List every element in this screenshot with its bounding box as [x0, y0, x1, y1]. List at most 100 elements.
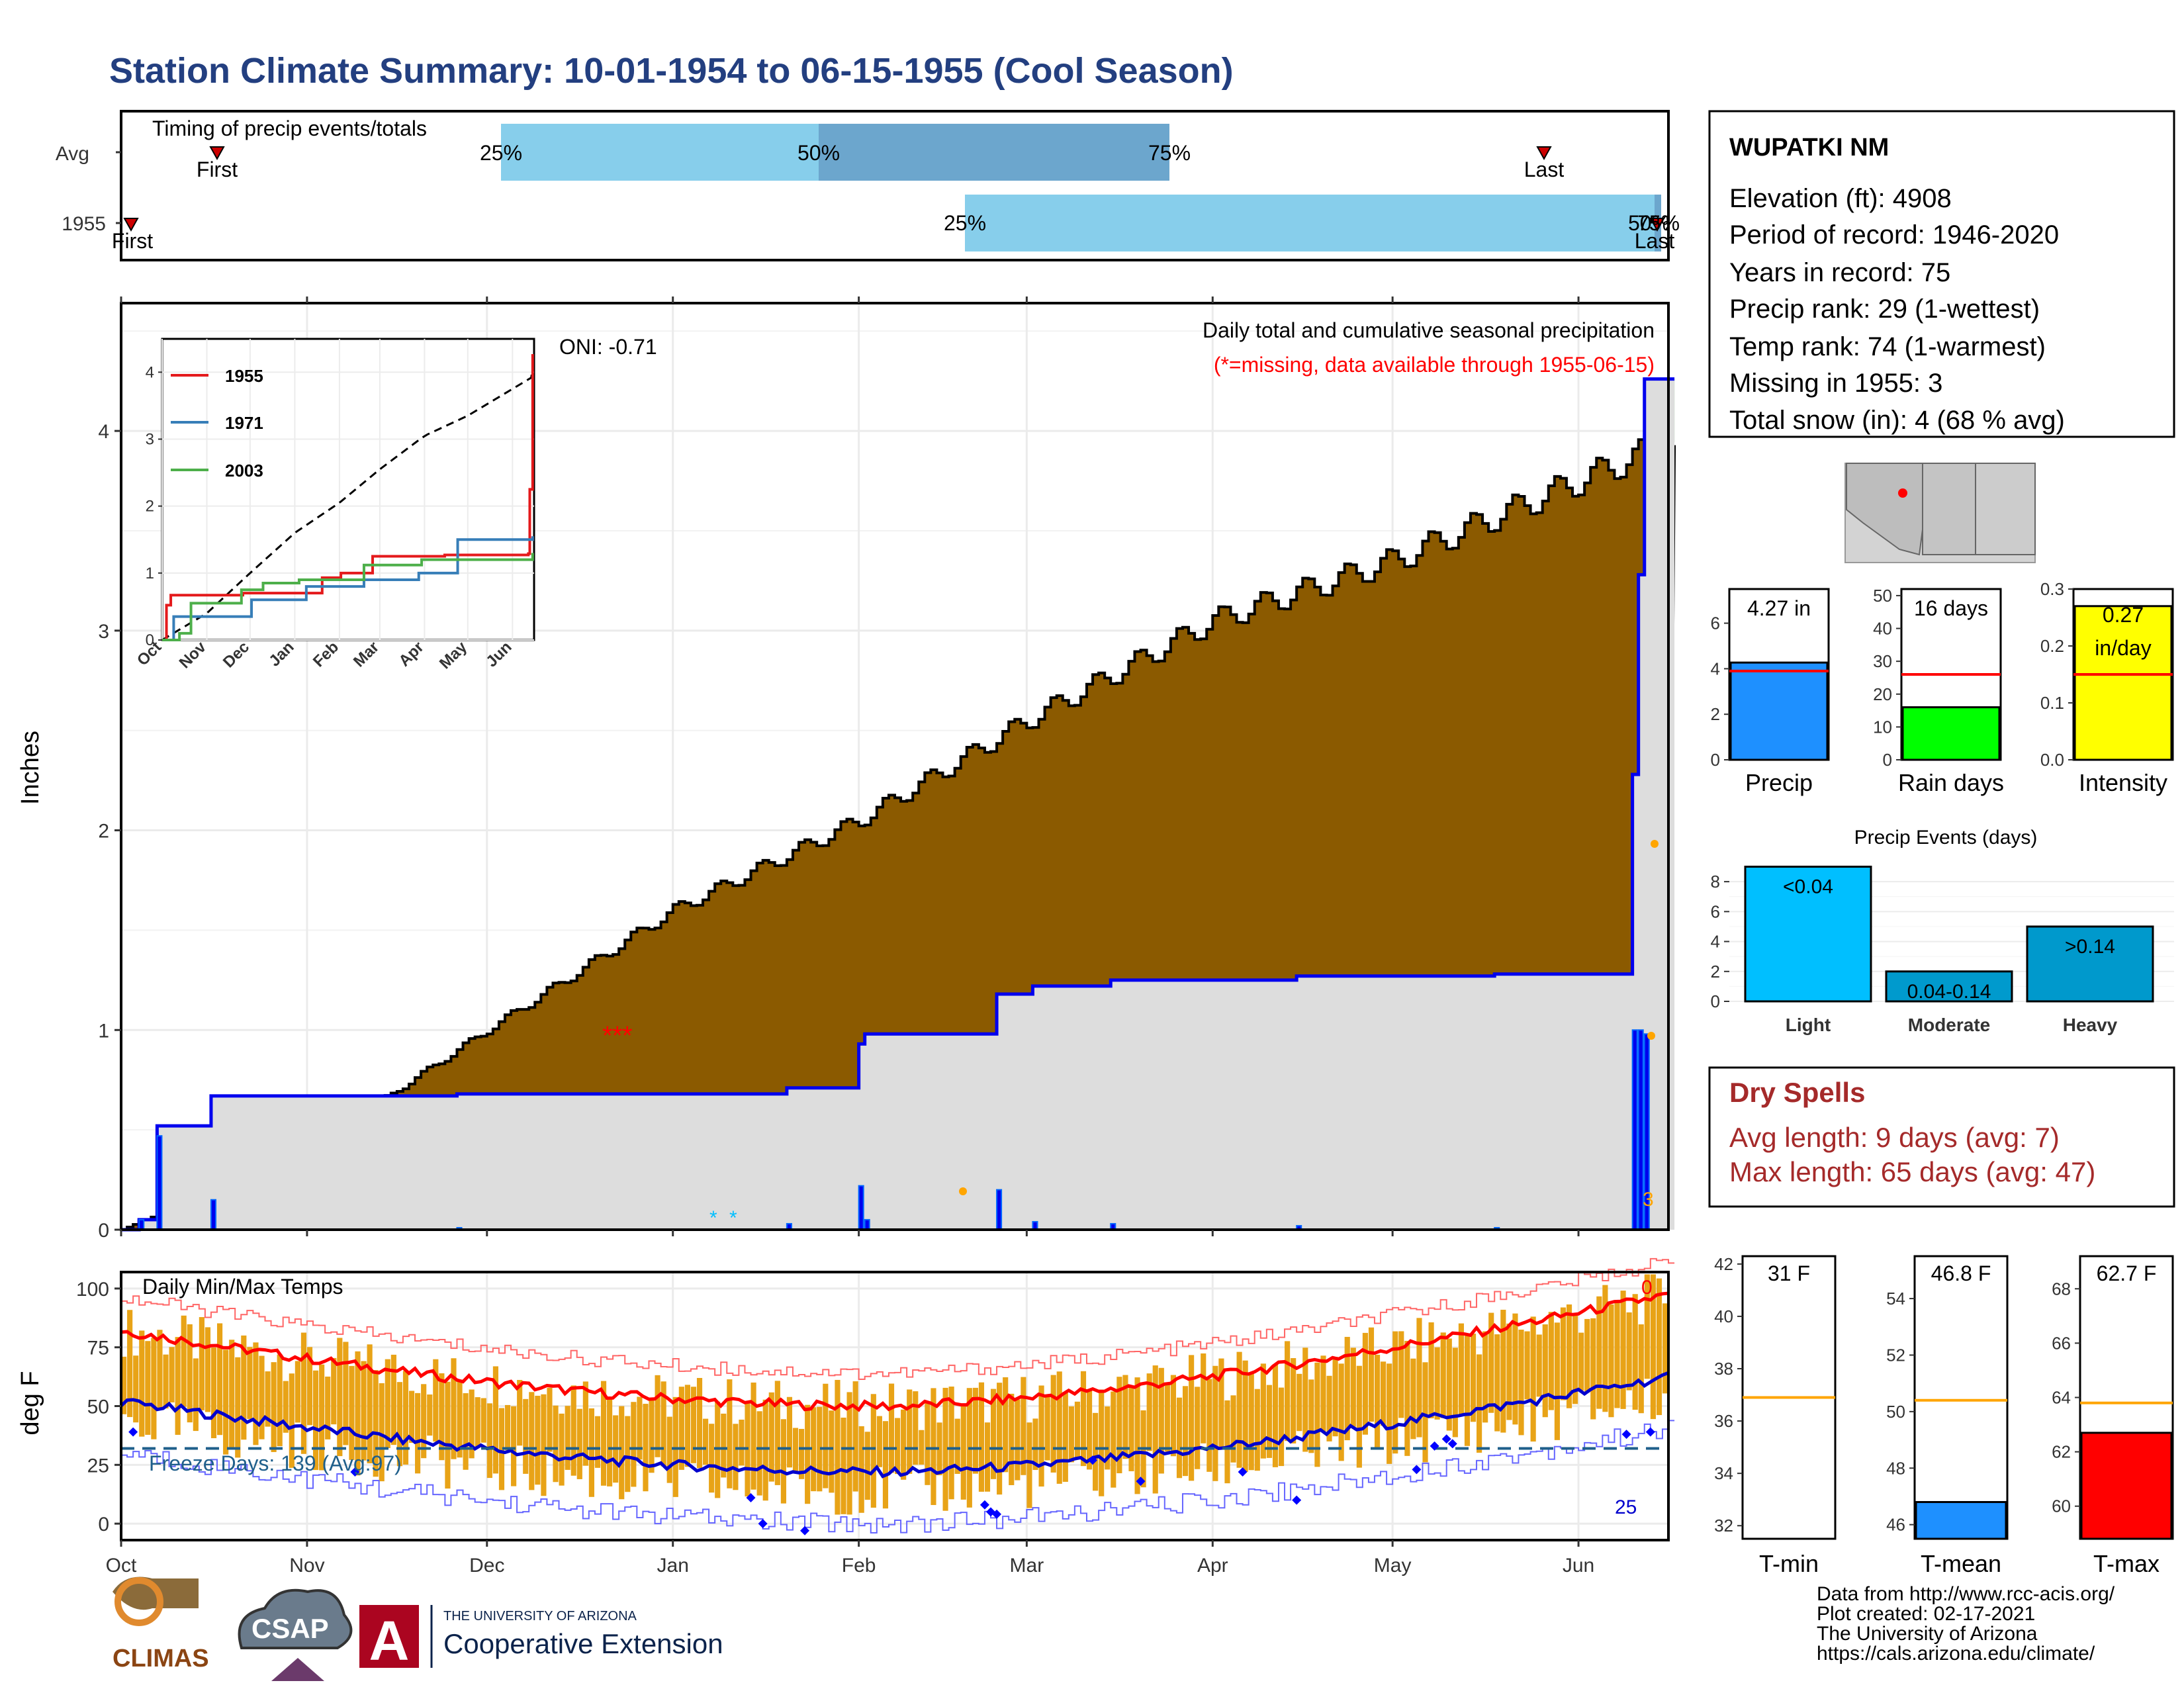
temp-daily-bar: [1404, 1340, 1410, 1456]
station-line-0: Elevation (ft): 4908: [1729, 184, 1952, 213]
timing-1955-first-label: First: [112, 229, 153, 253]
temp-daily-bar: [1350, 1348, 1356, 1427]
temp-daily-bar: [1596, 1296, 1602, 1409]
station-location-marker: [1898, 488, 1907, 498]
summary-bar-label: Rain days: [1898, 769, 2004, 796]
temp-daily-bar: [984, 1422, 991, 1492]
climas-logo: CLIMAS: [113, 1577, 209, 1672]
temp-x-tick-label: Feb: [842, 1555, 876, 1577]
temp-daily-bar: [1584, 1318, 1590, 1393]
precip-y-label: Inches: [17, 731, 44, 805]
temp-summary-tick-label: 62: [2052, 1442, 2071, 1462]
temp-daily-bar: [811, 1407, 817, 1492]
temp-daily-bar: [1026, 1422, 1032, 1508]
temp-daily-bar: [1464, 1336, 1471, 1446]
temp-summary-tick-label: 48: [1886, 1458, 1905, 1478]
temp-y-axis: 0 25 50 75 100: [76, 1279, 121, 1535]
temp-summary-tick-label: 52: [1886, 1345, 1905, 1365]
temp-daily-bar: [451, 1358, 457, 1459]
inset-series-2003: [162, 553, 534, 641]
temp-daily-bar: [913, 1391, 919, 1465]
timing-1955-early-bar: [965, 195, 1655, 251]
temp-daily-bar: [223, 1349, 229, 1455]
temp-daily-bar: [498, 1408, 505, 1490]
snow-marker: *: [729, 1207, 737, 1229]
temp-daily-bar: [1488, 1312, 1494, 1413]
event-bar: [1885, 970, 2013, 1003]
temp-daily-bar: [1530, 1316, 1536, 1442]
timing-avg-p75: 75%: [1148, 141, 1191, 165]
temp-panel: 0 25 50 75 100 Oct Nov Dec Jan Feb Mar Apr May Jun D…: [17, 1257, 1675, 1577]
summary-bar-label: Precip: [1745, 769, 1813, 796]
temp-daily-bar: [331, 1357, 337, 1425]
temp-daily-bar: [415, 1393, 421, 1474]
timing-avg-first-label: First: [197, 158, 238, 181]
timing-avg-late-bar: [819, 124, 1169, 181]
timing-avg-label: Avg: [56, 143, 89, 165]
temp-daily-bar: [733, 1424, 739, 1490]
temp-daily-bar: [1302, 1348, 1308, 1452]
temp-summary-tick-label: 60: [2052, 1496, 2071, 1516]
csap-mountain: [271, 1658, 324, 1681]
temp-daily-bar: [235, 1357, 241, 1458]
footer-line-1: Plot created: 02-17-2021: [1817, 1603, 2035, 1625]
event-bar: [1744, 866, 1872, 1003]
year-cumulative-line: [121, 377, 1675, 1232]
inset-series-1971: [162, 536, 534, 641]
temp-daily-bar: [1608, 1304, 1614, 1418]
temp-daily-bar: [1218, 1358, 1224, 1447]
event-bar-value-label: >0.14: [2065, 936, 2115, 958]
summary-bar-value: [1901, 706, 2001, 761]
precip-y-tick-label: 4: [98, 421, 109, 443]
temp-daily-bar: [306, 1347, 313, 1426]
temp-daily-bar: [492, 1366, 499, 1474]
temp-daily-bar: [1374, 1354, 1381, 1448]
temp-daily-bar: [486, 1403, 492, 1479]
temp-daily-bar: [379, 1383, 385, 1482]
climas-logo-text: CLIMAS: [113, 1645, 209, 1672]
temp-daily-bar: [907, 1389, 913, 1474]
snow-marker: *: [709, 1207, 717, 1229]
temp-daily-bar: [1201, 1353, 1206, 1443]
temp-daily-bar: [1512, 1313, 1518, 1425]
daily-precip-bar: [156, 1135, 163, 1231]
footer-line-2: The University of Arizona: [1817, 1623, 2038, 1645]
record-cold-marker: [128, 1427, 138, 1437]
temp-daily-bar: [385, 1359, 390, 1448]
record-cold-marker: [758, 1519, 768, 1529]
precip-panel: 0 1 2 3 4 Inches Daily total and cumulative …: [17, 297, 1676, 1242]
record-cold-marker: [1441, 1434, 1451, 1444]
map-state-arizona: [1922, 463, 1976, 555]
temp-daily-bar: [1050, 1375, 1056, 1473]
temp-daily-bar: [1650, 1274, 1656, 1420]
temp-summary-label: T-max: [2093, 1550, 2160, 1577]
summary-bar-tick-label: 4: [1711, 659, 1720, 678]
temp-daily-bar: [990, 1389, 997, 1479]
missing-markers: * * *: [602, 1021, 633, 1050]
timing-1955-first-marker: [123, 218, 139, 232]
temp-daily-bar: [895, 1418, 901, 1475]
year-cumulative-area: [121, 379, 1675, 1230]
record-cold-marker: [350, 1467, 360, 1477]
summary-bar-value: [1729, 661, 1829, 761]
temp-daily-bar: [762, 1399, 768, 1501]
inset-y-tick-label: 2: [146, 498, 154, 516]
daily-precip-bar: [996, 1189, 1003, 1230]
csap-logo: CSAP: [238, 1588, 353, 1681]
dry-spells-box: Dry Spells Avg length: 9 days (avg: 7) M…: [1708, 1066, 2175, 1208]
summary-bar-tick-label: 0.0: [2040, 750, 2064, 770]
summary-bar-tick-label: 20: [1873, 684, 1892, 704]
precip-y-tick-label: 0: [98, 1220, 109, 1242]
temp-daily-bar: [1524, 1331, 1530, 1400]
temp-daily-bar: [864, 1432, 870, 1500]
temp-x-tick-label: May: [1374, 1555, 1412, 1577]
events-y-tick-label: 4: [1711, 932, 1720, 952]
temp-daily-bar: [1602, 1285, 1608, 1412]
temp-daily-bar: [289, 1373, 295, 1468]
avg-max-line: [120, 1291, 1669, 1412]
station-name: WUPATKI NM: [1729, 134, 1889, 161]
temp-daily-bar: [433, 1359, 439, 1442]
temp-daily-bar: [1032, 1418, 1038, 1471]
temp-daily-bar: [841, 1417, 846, 1514]
temp-daily-bar: [709, 1424, 715, 1493]
